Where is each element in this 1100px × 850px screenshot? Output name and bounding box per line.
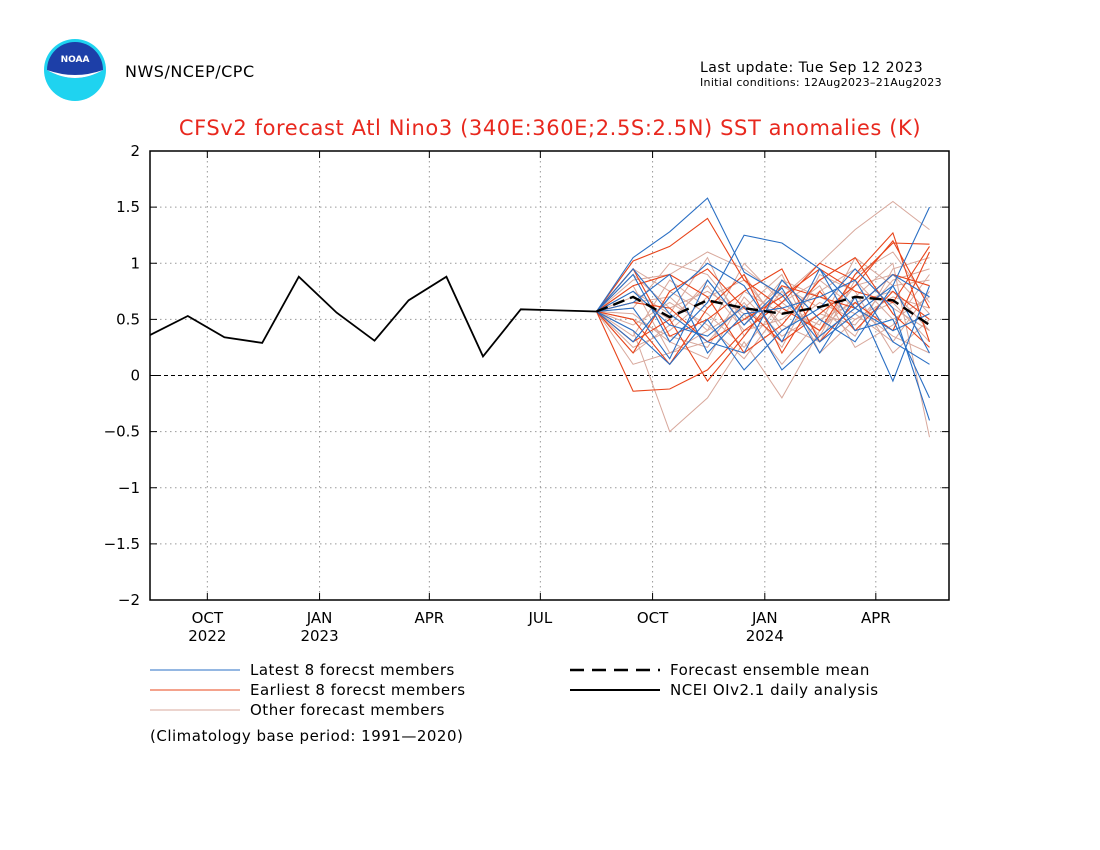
- noaa-logo-text: NOAA: [61, 55, 90, 65]
- legend-label-other: Other forecast members: [250, 701, 445, 719]
- noaa-logo: NOAA: [44, 39, 106, 101]
- y-tick-label: 1.5: [116, 198, 140, 216]
- x-tick-label: OCT: [637, 609, 669, 627]
- y-tick-label: 0: [130, 367, 140, 385]
- y-tick-label: −1: [118, 479, 140, 497]
- x-tick-year-label: 2022: [188, 627, 226, 645]
- y-tick-label: 1: [130, 254, 140, 272]
- y-tick-label: −0.5: [104, 423, 140, 441]
- y-tick-label: 0.5: [116, 310, 140, 328]
- initial-conditions: Initial conditions: 12Aug2023–21Aug2023: [700, 76, 942, 89]
- ensemble-mean-line: [596, 295, 931, 326]
- x-tick-year-label: 2024: [746, 627, 784, 645]
- earliest-member-line-3: [596, 256, 930, 354]
- y-tick-label: 2: [130, 142, 140, 160]
- x-tick-label: APR: [414, 609, 444, 627]
- legend-label-mean: Forecast ensemble mean: [670, 661, 870, 679]
- series-layer: [149, 197, 931, 438]
- x-tick-label: OCT: [192, 609, 224, 627]
- last-update: Last update: Tue Sep 12 2023: [700, 60, 923, 76]
- earliest-member-line-1: [596, 217, 931, 342]
- x-tick-label: JUL: [527, 609, 552, 627]
- legend-label-earliest: Earliest 8 forecst members: [250, 681, 466, 699]
- earliest-member-line-4: [596, 239, 930, 354]
- chart-title: CFSv2 forecast Atl Nino3 (340E:360E;2.5S…: [179, 116, 921, 140]
- analysis-line: [149, 275, 597, 359]
- latest-member-line-6: [596, 262, 930, 399]
- agency-label: NWS/NCEP/CPC: [125, 62, 255, 81]
- climatology-footnote: (Climatology base period: 1991—2020): [150, 727, 463, 745]
- earliest-member-line-2: [596, 273, 930, 383]
- x-tick-label: JAN: [306, 609, 333, 627]
- other-member-line-14: [596, 279, 930, 354]
- legend-label-analysis: NCEI OIv2.1 daily analysis: [670, 681, 879, 699]
- earliest-member-line-5: [596, 251, 930, 343]
- legend: Latest 8 forecst members Earliest 8 forec…: [150, 661, 879, 719]
- axis-ticks: [150, 150, 949, 601]
- y-tick-label: −1.5: [104, 535, 140, 553]
- latest-member-line-5: [596, 268, 930, 354]
- grid: [150, 151, 949, 600]
- y-tick-labels: −2 −1.5 −1 −0.5 0 0.5 1 1.5 2: [104, 142, 140, 609]
- x-tick-label: JAN: [751, 609, 778, 627]
- y-tick-label: −2: [118, 591, 140, 609]
- latest-member-line-2: [596, 268, 931, 421]
- latest-member-line-7: [596, 273, 930, 365]
- x-tick-label: APR: [861, 609, 891, 627]
- earliest-member-line-7: [596, 246, 930, 343]
- other-member-line-9: [596, 256, 930, 360]
- legend-label-latest: Latest 8 forecst members: [250, 661, 455, 679]
- other-member-line-2: [596, 273, 930, 365]
- latest-member-line-4: [596, 279, 931, 383]
- x-tick-year-label: 2023: [300, 627, 338, 645]
